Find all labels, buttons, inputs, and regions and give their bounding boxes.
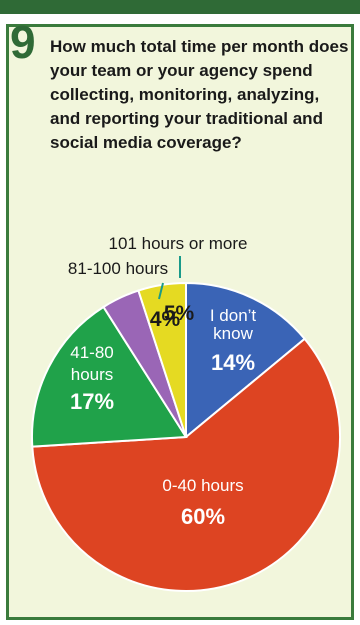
top-band — [0, 0, 360, 14]
slice-label-1: I don’t — [210, 306, 257, 325]
slice-percent-1: 14% — [211, 350, 255, 375]
slice-percent-4: 4% — [150, 308, 181, 331]
slice-percent-3: 17% — [70, 389, 114, 414]
pie-slice-1 — [185, 281, 307, 440]
question-number: 9 — [10, 16, 36, 68]
slice-label-3: hours — [71, 365, 114, 384]
pie-slice-2 — [31, 337, 341, 592]
slice-percent-5: 5% — [164, 302, 195, 325]
question-text: How much total time per month does your … — [50, 37, 349, 152]
leader-line-4 — [158, 282, 164, 300]
slice-label-1: know — [213, 324, 253, 343]
slice-percent-2: 60% — [181, 504, 225, 529]
slice-label-2: 0-40 hours — [162, 476, 243, 495]
slice-label-5: 101 hours or more — [109, 234, 248, 253]
slice-label-3: 41-80 — [70, 343, 113, 362]
slice-label-4: 81-100 hours — [68, 259, 168, 278]
pie-slice-3 — [30, 305, 188, 448]
